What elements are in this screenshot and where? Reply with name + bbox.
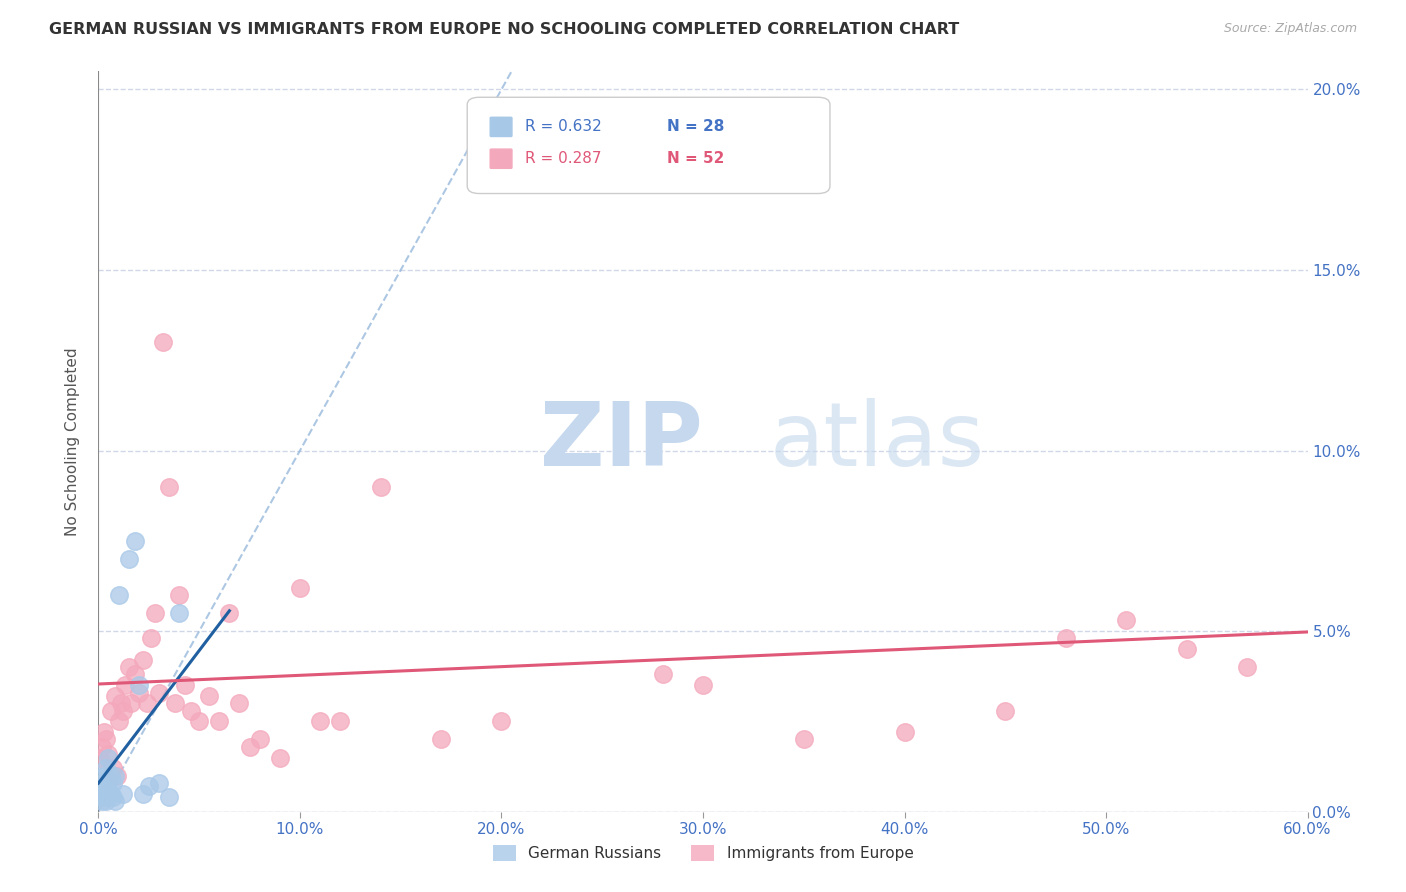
Point [167,588,190,602]
Point [124,667,146,681]
Point [105,769,128,783]
Point [180,704,202,718]
Point [1054,632,1077,646]
Point [152,335,174,350]
Point [309,714,332,729]
Point [135,697,157,711]
Point [97,750,120,764]
Point [157,790,180,805]
Point [100,787,122,801]
Text: atlas: atlas [769,398,984,485]
Point [93,725,115,739]
Point [491,714,513,729]
Point [97,790,120,805]
Point [96,794,118,808]
Point [128,685,150,699]
Point [89,750,111,764]
Point [96,783,118,797]
Point [1175,642,1198,657]
Point [114,678,136,692]
Point [174,678,197,692]
Text: N = 52: N = 52 [666,152,724,166]
Point [111,704,134,718]
Point [91,739,114,754]
Point [97,776,120,790]
Text: ZIP: ZIP [540,398,703,485]
Point [143,606,166,620]
Point [107,714,129,729]
Point [218,606,240,620]
Point [120,697,142,711]
Point [329,714,352,729]
Point [139,632,162,646]
Point [100,769,122,783]
Y-axis label: No Schooling Completed: No Schooling Completed [65,347,80,536]
FancyBboxPatch shape [491,117,512,136]
Point [132,787,155,801]
Point [103,769,125,783]
Point [118,660,141,674]
Point [208,714,231,729]
Point [288,581,311,595]
Point [692,678,714,692]
Point [188,714,211,729]
Point [793,732,815,747]
Point [96,732,118,747]
Point [1236,660,1258,674]
Point [148,776,170,790]
Point [994,704,1017,718]
Point [651,667,673,681]
Point [138,780,160,794]
FancyBboxPatch shape [467,97,830,194]
Point [101,776,124,790]
Point [91,776,114,790]
Point [228,697,250,711]
Point [111,787,134,801]
Point [93,780,115,794]
Point [132,653,155,667]
Point [107,588,129,602]
Legend: German Russians, Immigrants from Europe: German Russians, Immigrants from Europe [486,838,920,867]
Text: GERMAN RUSSIAN VS IMMIGRANTS FROM EUROPE NO SCHOOLING COMPLETED CORRELATION CHAR: GERMAN RUSSIAN VS IMMIGRANTS FROM EUROPE… [49,22,959,37]
Point [89,787,111,801]
Point [198,689,221,703]
Point [103,689,125,703]
Point [167,606,190,620]
Point [101,761,124,775]
Point [110,697,132,711]
Point [148,685,170,699]
Point [157,480,180,494]
Point [118,552,141,566]
Point [1115,613,1137,627]
Point [97,747,120,761]
Point [239,739,262,754]
Point [100,704,122,718]
Point [430,732,453,747]
Point [91,794,114,808]
Point [163,697,186,711]
FancyBboxPatch shape [491,149,512,169]
Point [103,794,125,808]
Point [128,678,150,692]
Text: N = 28: N = 28 [666,120,724,135]
Point [93,769,115,783]
Text: R = 0.287: R = 0.287 [526,152,602,166]
Text: Source: ZipAtlas.com: Source: ZipAtlas.com [1223,22,1357,36]
Point [96,761,118,775]
Point [370,480,392,494]
Text: R = 0.632: R = 0.632 [526,120,602,135]
Point [269,750,291,764]
Point [893,725,915,739]
Point [101,790,124,805]
Point [591,172,613,186]
Point [124,533,146,548]
Point [249,732,271,747]
Point [93,790,115,805]
